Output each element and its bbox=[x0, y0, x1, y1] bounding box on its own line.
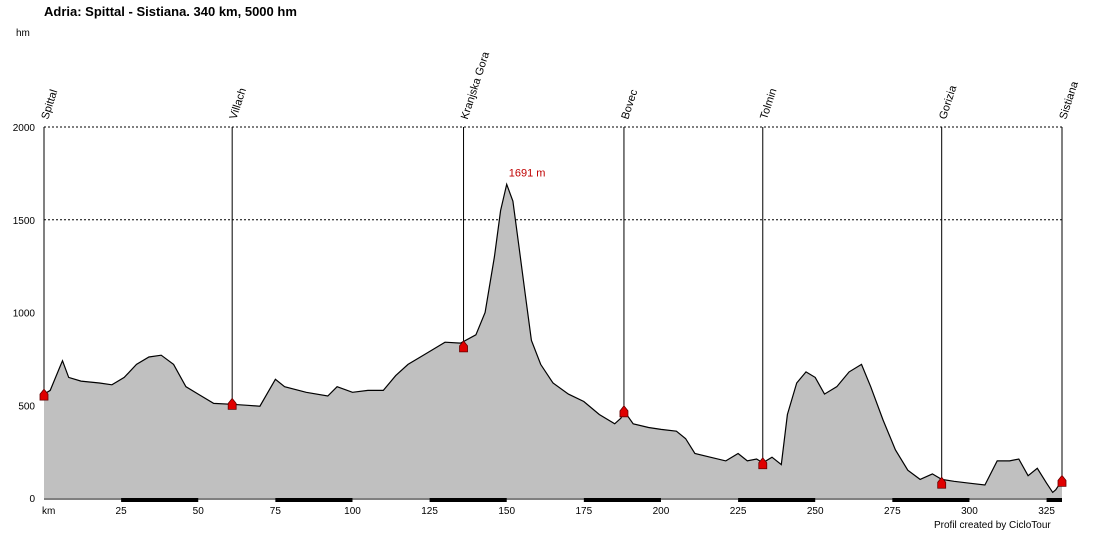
x-tick-label: 250 bbox=[807, 506, 824, 517]
y-tick-label: 500 bbox=[18, 401, 35, 412]
x-axis-band bbox=[1046, 498, 1062, 502]
x-tick-label: 100 bbox=[344, 506, 361, 517]
x-tick-label: 125 bbox=[421, 506, 438, 517]
x-tick-label: 50 bbox=[193, 506, 205, 517]
x-axis-band bbox=[892, 498, 970, 502]
place-label: Kranjska Gora bbox=[459, 50, 492, 121]
x-tick-label: 275 bbox=[884, 506, 901, 517]
x-axis-band bbox=[738, 498, 816, 502]
chart-title: Adria: Spittal - Sistiana. 340 km, 5000 … bbox=[44, 4, 297, 19]
place-marker bbox=[459, 340, 468, 353]
place-marker bbox=[758, 457, 768, 470]
x-tick-label: 200 bbox=[653, 506, 670, 517]
x-tick-label: 150 bbox=[498, 506, 515, 517]
place-marker bbox=[1057, 474, 1067, 487]
x-axis-band bbox=[121, 498, 199, 502]
grid-layer bbox=[44, 126, 1062, 221]
y-tick-label: 0 bbox=[29, 494, 35, 505]
x-tick-label: 175 bbox=[576, 506, 593, 517]
x-tick-label: 25 bbox=[116, 506, 128, 517]
x-axis-band bbox=[275, 498, 353, 502]
place-label: Bovec bbox=[619, 88, 640, 121]
place-marker bbox=[937, 476, 947, 489]
y-tick-label: 1000 bbox=[13, 309, 36, 320]
credit-text: Profil created by CicloTour bbox=[934, 520, 1051, 531]
x-tick-label: 325 bbox=[1038, 506, 1055, 517]
x-tick-label: 225 bbox=[730, 506, 747, 517]
place-marker bbox=[227, 397, 237, 410]
place-label: Villach bbox=[228, 87, 249, 121]
profile-area bbox=[44, 184, 1062, 499]
place-label: Sistiana bbox=[1057, 79, 1081, 121]
place-marker bbox=[39, 388, 49, 401]
x-tick-label: 300 bbox=[961, 506, 978, 517]
place-label: Gorizia bbox=[937, 83, 959, 121]
place-marker bbox=[619, 405, 629, 418]
profile-line bbox=[43, 182, 1063, 494]
peak-label: 1691 m bbox=[509, 167, 546, 179]
x-axis-band bbox=[583, 498, 661, 502]
axis-layer: km 25 50 75 100 125 150 175 200 225 250 275 300 325 0 5… bbox=[13, 123, 1062, 517]
x-axis-band bbox=[429, 498, 507, 502]
y-tick-label: 1500 bbox=[13, 216, 36, 227]
place-label: Spittal bbox=[39, 88, 60, 121]
y-axis-label: hm bbox=[16, 28, 30, 39]
y-tick-label: 2000 bbox=[13, 123, 36, 134]
area-layer: 1691 m bbox=[43, 167, 1063, 499]
x-axis-unit: km bbox=[42, 506, 55, 517]
place-label: Tolmin bbox=[758, 87, 779, 121]
x-tick-label: 75 bbox=[270, 506, 282, 517]
